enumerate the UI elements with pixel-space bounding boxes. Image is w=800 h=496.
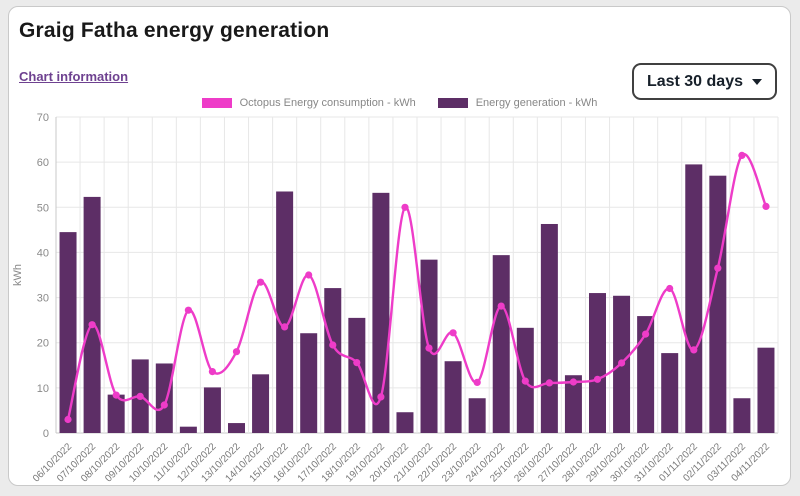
y-tick-label: 20 [37,338,49,350]
consumption-point[interactable] [88,321,96,329]
consumption-point[interactable] [329,341,337,349]
consumption-point[interactable] [738,151,746,159]
y-tick-label: 60 [37,157,49,169]
consumption-point[interactable] [160,401,168,409]
generation-bar[interactable] [252,374,270,433]
generation-bar[interactable] [757,347,775,433]
consumption-point[interactable] [208,368,216,376]
generation-bar[interactable] [492,255,510,433]
consumption-point[interactable] [449,329,457,337]
generation-bar[interactable] [203,387,221,433]
consumption-point[interactable] [497,302,505,310]
generation-bar[interactable] [300,333,318,433]
legend-label: Energy generation - kWh [475,97,598,109]
consumption-point[interactable] [305,271,313,279]
page-title: Graig Fatha energy generation [19,19,330,42]
consumption-point[interactable] [593,375,602,383]
consumption-point[interactable] [762,202,770,210]
consumption-point[interactable] [473,378,481,386]
consumption-point[interactable] [618,359,626,367]
y-tick-label: 30 [37,293,49,305]
legend-swatch [437,98,468,108]
chart-information-link[interactable]: Chart information [19,69,129,84]
generation-bar[interactable] [59,232,77,433]
generation-bar[interactable] [396,412,414,433]
consumption-point[interactable] [690,346,698,354]
date-range-dropdown[interactable]: Last 30 days [631,63,777,100]
generation-bar[interactable] [468,398,486,433]
legend-item[interactable]: Energy generation - kWh [437,97,598,109]
generation-bar[interactable] [709,175,727,433]
legend-item[interactable]: Octopus Energy consumption - kWh [201,97,416,109]
legend-label: Octopus Energy consumption - kWh [239,97,416,109]
consumption-point[interactable] [569,378,578,386]
y-tick-label: 50 [37,202,49,214]
consumption-point[interactable] [257,278,265,286]
consumption-point[interactable] [666,284,674,293]
consumption-point[interactable] [281,323,289,331]
chart-card: Graig Fatha energy generation Chart info… [8,6,791,486]
consumption-point[interactable] [521,377,529,385]
y-axis-title: kWh [12,264,24,286]
consumption-point[interactable] [232,348,241,356]
generation-bar[interactable] [228,423,245,433]
consumption-point[interactable] [184,306,192,314]
consumption-point[interactable] [64,415,72,424]
consumption-point[interactable] [425,344,433,352]
chart-legend: Octopus Energy consumption - kWh Energy g… [9,97,790,109]
generation-bar[interactable] [589,293,606,433]
generation-bar[interactable] [733,398,751,433]
y-tick-label: 10 [37,383,49,395]
caret-down-icon [752,78,762,85]
generation-bar[interactable] [685,164,703,433]
generation-bar[interactable] [107,394,125,433]
generation-bar[interactable] [179,426,197,433]
generation-bar[interactable] [540,223,558,433]
date-range-label: Last 30 days [646,72,743,90]
generation-bar[interactable] [444,361,462,433]
generation-bar[interactable] [155,363,173,433]
y-tick-label: 40 [37,247,49,259]
energy-chart: 0 10 20 30 40 50 60 70 kWh 06/10/2022 07/10/2022 08… [11,112,789,485]
consumption-point[interactable] [112,391,120,399]
generation-bar[interactable] [324,288,342,433]
consumption-point[interactable] [401,203,409,211]
y-tick-label: 0 [43,428,49,440]
generation-bar[interactable] [637,316,655,433]
generation-bar[interactable] [83,196,101,433]
consumption-line [66,152,768,421]
generation-bar[interactable] [661,353,679,433]
generation-bar[interactable] [348,317,366,433]
consumption-point[interactable] [545,379,554,387]
generation-bar[interactable] [276,191,294,433]
consumption-point[interactable] [714,264,722,272]
generation-bar[interactable] [564,375,582,433]
consumption-point[interactable] [377,393,385,401]
y-tick-label: 70 [37,112,49,124]
legend-swatch [201,98,232,108]
consumption-point[interactable] [353,359,361,367]
consumption-point[interactable] [136,392,144,400]
consumption-point[interactable] [642,330,650,338]
